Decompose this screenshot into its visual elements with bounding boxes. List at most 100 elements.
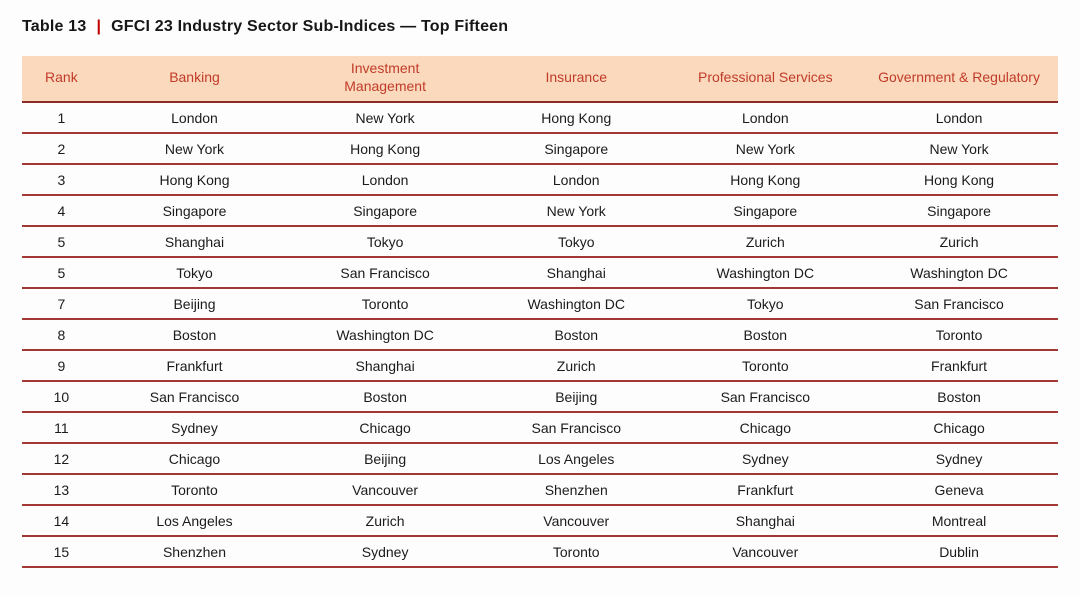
- cell-professional-services: Hong Kong: [670, 164, 861, 196]
- table-row: 2 New York Hong Kong Singapore New York New Y…: [22, 133, 1058, 165]
- cell-investment-management: Vancouver: [288, 474, 482, 506]
- cell-government-regulatory: Toronto: [860, 319, 1058, 351]
- cell-insurance: New York: [481, 195, 671, 227]
- page-title: Table 13 | GFCI 23 Industry Sector Sub-Ind…: [22, 16, 1058, 38]
- table-row: 15 Shenzhen Sydney Toronto Vancouver Dublin: [22, 536, 1058, 568]
- header-label-professional-services: Professional Services: [697, 68, 833, 85]
- cell-professional-services: Boston: [670, 319, 861, 351]
- cell-insurance: San Francisco: [481, 412, 671, 444]
- cell-banking: Shanghai: [100, 226, 289, 258]
- cell-investment-management: Sydney: [288, 536, 482, 568]
- cell-rank: 11: [22, 412, 101, 444]
- cell-government-regulatory: Boston: [860, 381, 1058, 413]
- table-header-row: Rank Banking Investment Management Insur…: [22, 56, 1058, 103]
- table-row: 8 Boston Washington DC Boston Boston Toronto: [22, 319, 1058, 351]
- table-row: 3 Hong Kong London London Hong Kong Hong Kong: [22, 164, 1058, 196]
- cell-rank: 10: [22, 381, 101, 413]
- header-cell-insurance: Insurance: [481, 56, 671, 103]
- cell-insurance: Zurich: [481, 350, 671, 382]
- cell-investment-management: Shanghai: [288, 350, 482, 382]
- cell-professional-services: Washington DC: [670, 257, 861, 289]
- cell-insurance: Shanghai: [481, 257, 671, 289]
- cell-insurance: Tokyo: [481, 226, 671, 258]
- cell-insurance: Toronto: [481, 536, 671, 568]
- cell-rank: 3: [22, 164, 101, 196]
- cell-investment-management: New York: [288, 102, 482, 134]
- cell-investment-management: Washington DC: [288, 319, 482, 351]
- cell-professional-services: San Francisco: [670, 381, 861, 413]
- table-row: 5 Shanghai Tokyo Tokyo Zurich Zurich: [22, 226, 1058, 258]
- header-cell-rank: Rank: [22, 56, 101, 103]
- cell-investment-management: Beijing: [288, 443, 482, 475]
- cell-government-regulatory: Washington DC: [860, 257, 1058, 289]
- cell-banking: Chicago: [100, 443, 289, 475]
- table-title-text: GFCI 23 Industry Sector Sub-Indices — To…: [111, 18, 509, 35]
- cell-government-regulatory: Sydney: [860, 443, 1058, 475]
- cell-rank: 5: [22, 257, 101, 289]
- cell-government-regulatory: Hong Kong: [860, 164, 1058, 196]
- cell-banking: Singapore: [100, 195, 289, 227]
- header-cell-investment-management: Investment Management: [288, 56, 482, 103]
- cell-government-regulatory: Singapore: [860, 195, 1058, 227]
- cell-government-regulatory: Zurich: [860, 226, 1058, 258]
- cell-rank: 15: [22, 536, 101, 568]
- cell-investment-management: Tokyo: [288, 226, 482, 258]
- cell-rank: 2: [22, 133, 101, 165]
- cell-rank: 7: [22, 288, 101, 320]
- title-divider: |: [96, 18, 102, 35]
- cell-banking: London: [100, 102, 289, 134]
- cell-insurance: Shenzhen: [481, 474, 671, 506]
- cell-banking: San Francisco: [100, 381, 289, 413]
- cell-insurance: Singapore: [481, 133, 671, 165]
- table-row: 12 Chicago Beijing Los Angeles Sydney Sydney: [22, 443, 1058, 475]
- cell-rank: 5: [22, 226, 101, 258]
- cell-banking: Toronto: [100, 474, 289, 506]
- cell-investment-management: San Francisco: [288, 257, 482, 289]
- cell-professional-services: Vancouver: [670, 536, 861, 568]
- cell-government-regulatory: Chicago: [860, 412, 1058, 444]
- cell-banking: Tokyo: [100, 257, 289, 289]
- cell-professional-services: Tokyo: [670, 288, 861, 320]
- header-label-insurance: Insurance: [545, 68, 607, 85]
- cell-rank: 1: [22, 102, 101, 134]
- cell-professional-services: Sydney: [670, 443, 861, 475]
- cell-rank: 4: [22, 195, 101, 227]
- cell-rank: 9: [22, 350, 101, 382]
- cell-insurance: Los Angeles: [481, 443, 671, 475]
- cell-professional-services: Toronto: [670, 350, 861, 382]
- cell-government-regulatory: Frankfurt: [860, 350, 1058, 382]
- cell-banking: Hong Kong: [100, 164, 289, 196]
- table-row: 1 London New York Hong Kong London London: [22, 102, 1058, 134]
- cell-insurance: Washington DC: [481, 288, 671, 320]
- cell-professional-services: Frankfurt: [670, 474, 861, 506]
- cell-investment-management: Boston: [288, 381, 482, 413]
- cell-rank: 13: [22, 474, 101, 506]
- table-row: 9 Frankfurt Shanghai Zurich Toronto Frankfurt: [22, 350, 1058, 382]
- table-row: 10 San Francisco Boston Beijing San Francisc…: [22, 381, 1058, 413]
- table-row: 7 Beijing Toronto Washington DC Tokyo San Fra…: [22, 288, 1058, 320]
- table-row: 13 Toronto Vancouver Shenzhen Frankfurt Genev…: [22, 474, 1058, 506]
- cell-insurance: Boston: [481, 319, 671, 351]
- cell-rank: 8: [22, 319, 101, 351]
- cell-insurance: London: [481, 164, 671, 196]
- table-row: 14 Los Angeles Zurich Vancouver Shanghai Mont…: [22, 505, 1058, 537]
- header-label-investment-management: Investment Management: [344, 60, 426, 94]
- table-number-label: Table 13: [22, 18, 87, 35]
- cell-banking: New York: [100, 133, 289, 165]
- cell-banking: Shenzhen: [100, 536, 289, 568]
- header-cell-professional-services: Professional Services: [670, 56, 861, 103]
- cell-banking: Los Angeles: [100, 505, 289, 537]
- cell-professional-services: Chicago: [670, 412, 861, 444]
- cell-government-regulatory: Montreal: [860, 505, 1058, 537]
- cell-professional-services: Shanghai: [670, 505, 861, 537]
- cell-banking: Boston: [100, 319, 289, 351]
- table-row: 5 Tokyo San Francisco Shanghai Washington DC…: [22, 257, 1058, 289]
- table-header: Rank Banking Investment Management Insur…: [22, 56, 1058, 103]
- cell-investment-management: Toronto: [288, 288, 482, 320]
- cell-professional-services: Singapore: [670, 195, 861, 227]
- cell-investment-management: London: [288, 164, 482, 196]
- cell-rank: 14: [22, 505, 101, 537]
- header-cell-government-regulatory: Government & Regulatory: [860, 56, 1058, 103]
- table-body: 1 London New York Hong Kong London London 2 New…: [22, 102, 1058, 568]
